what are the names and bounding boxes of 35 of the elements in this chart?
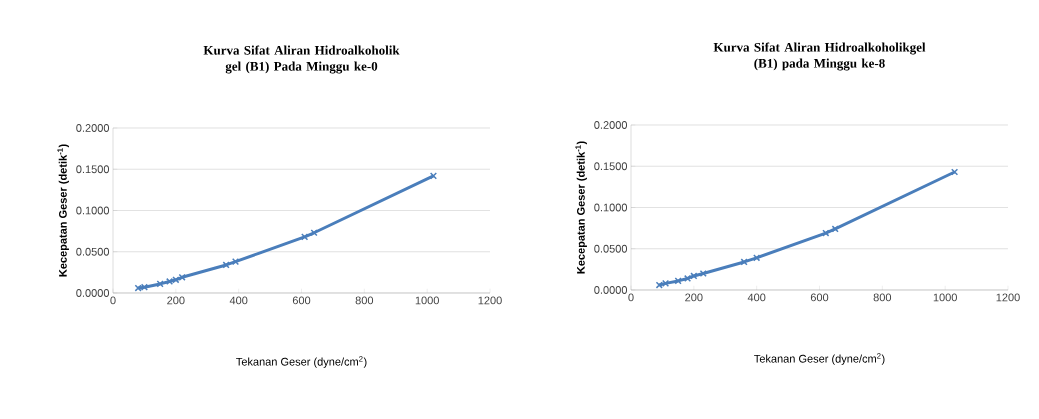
y-tick-label: 0.1500	[76, 165, 110, 174]
point	[674, 277, 682, 285]
x-tick-label: 200	[685, 293, 703, 302]
y-axis-title: Kecepatan Geser (detik$^{-1}$)	[575, 141, 587, 274]
chart-title: Kurva Sifat Aliran Hidroalkoholik gel (B1) Pada Minggu ke-0	[203, 45, 400, 74]
chart-title: Kurva Sifat Aliran Hidroalkoholikgel (B1) pada Minggu ke-8	[713, 42, 926, 71]
y-tick-label: 0.1000	[76, 206, 110, 215]
x-axis-title: Tekanan Geser (dyne/cm$^{2}$)	[236, 356, 367, 368]
point	[222, 261, 230, 269]
x-tick-label: 0	[628, 293, 634, 302]
x-tick-label: 400	[229, 296, 248, 305]
y-tick-label: 0.0500	[76, 247, 110, 256]
x-tick-label: 1000	[415, 296, 439, 305]
x-tick-label: 800	[873, 293, 892, 302]
x-tick-label: 600	[810, 293, 829, 302]
point	[740, 258, 748, 266]
x-tick-label: 1200	[478, 296, 502, 305]
x-tick-label: 200	[167, 296, 185, 305]
y-tick-label: 0.0000	[76, 289, 110, 297]
x-tick-label: 800	[355, 296, 374, 305]
y-axis-title: Kecepatan Geser (detik$^{-1}$)	[57, 144, 69, 277]
x-tick-label: 600	[292, 296, 311, 305]
x-tick-label: 1000	[933, 293, 957, 302]
x-axis-title: Tekanan Geser (dyne/cm$^{2}$)	[754, 353, 885, 365]
x-tick-label: 1200	[996, 293, 1020, 302]
point	[156, 280, 164, 288]
y-tick-label: 0.0000	[594, 286, 628, 294]
point	[951, 168, 959, 176]
x-tick-label: 400	[747, 293, 766, 302]
x-tick-label: 0	[110, 296, 116, 305]
y-tick-label: 0.2000	[76, 124, 110, 132]
y-tick-label: 0.1000	[594, 203, 628, 212]
y-tick-label: 0.1500	[594, 162, 628, 171]
y-tick-label: 0.0500	[594, 244, 628, 253]
y-tick-label: 0.2000	[594, 121, 628, 129]
